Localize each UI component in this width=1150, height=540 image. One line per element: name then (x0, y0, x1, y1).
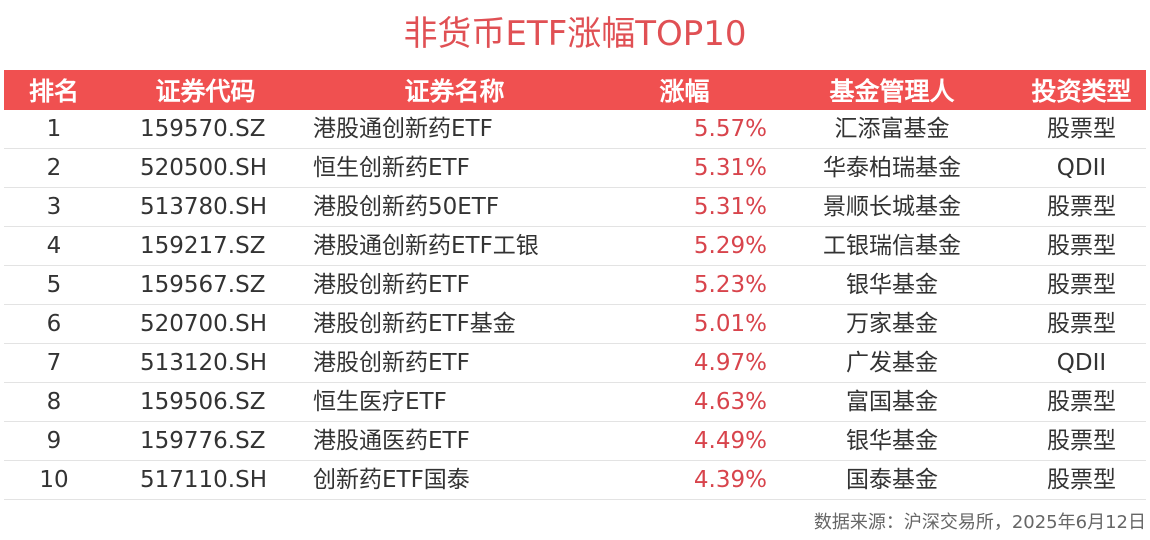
table-row: 1 159570.SZ 港股通创新药ETF 5.57% 汇添富基金 股票型 (4, 110, 1146, 149)
cell-code: 517110.SH (104, 460, 307, 500)
cell-code: 513780.SH (104, 187, 307, 227)
cell-rank: 6 (4, 304, 104, 344)
header-name: 证券名称 (307, 70, 602, 110)
cell-code: 513120.SH (104, 343, 307, 383)
cell-code: 520700.SH (104, 304, 307, 344)
cell-rank: 5 (4, 265, 104, 305)
cell-code: 159570.SZ (104, 110, 307, 149)
cell-rank: 10 (4, 460, 104, 500)
cell-manager: 国泰基金 (767, 460, 1017, 500)
cell-type: 股票型 (1017, 421, 1146, 461)
cell-manager: 万家基金 (767, 304, 1017, 344)
table-row: 9 159776.SZ 港股通医药ETF 4.49% 银华基金 股票型 (4, 421, 1146, 461)
cell-change: 4.49% (602, 421, 767, 461)
cell-rank: 7 (4, 343, 104, 383)
cell-rank: 9 (4, 421, 104, 461)
cell-manager: 华泰柏瑞基金 (767, 148, 1017, 188)
cell-type: 股票型 (1017, 460, 1146, 500)
cell-type: 股票型 (1017, 110, 1146, 149)
cell-type: QDII (1017, 343, 1146, 383)
cell-rank: 1 (4, 110, 104, 149)
cell-manager: 汇添富基金 (767, 110, 1017, 149)
cell-name: 港股通创新药ETF工银 (307, 226, 602, 266)
cell-change: 4.63% (602, 382, 767, 422)
table-body: 1 159570.SZ 港股通创新药ETF 5.57% 汇添富基金 股票型 2 520500.… (4, 110, 1146, 500)
table-row: 3 513780.SH 港股创新药50ETF 5.31% 景顺长城基金 股票型 (4, 187, 1146, 227)
cell-change: 5.31% (602, 148, 767, 188)
cell-name: 恒生创新药ETF (307, 148, 602, 188)
cell-manager: 银华基金 (767, 421, 1017, 461)
source-note: 数据来源：沪深交易所，2025年6月12日 (813, 512, 1146, 533)
header-change: 涨幅 (602, 70, 767, 110)
cell-name: 港股创新药ETF (307, 343, 602, 383)
cell-type: 股票型 (1017, 304, 1146, 344)
table-row: 6 520700.SH 港股创新药ETF基金 5.01% 万家基金 股票型 (4, 304, 1146, 344)
cell-type: 股票型 (1017, 187, 1146, 227)
cell-name: 创新药ETF国泰 (307, 460, 602, 500)
cell-change: 4.97% (602, 343, 767, 383)
cell-change: 5.23% (602, 265, 767, 305)
table-row: 7 513120.SH 港股创新药ETF 4.97% 广发基金 QDII (4, 343, 1146, 383)
cell-rank: 8 (4, 382, 104, 422)
cell-code: 159506.SZ (104, 382, 307, 422)
cell-change: 5.01% (602, 304, 767, 344)
table-row: 5 159567.SZ 港股创新药ETF 5.23% 银华基金 股票型 (4, 265, 1146, 305)
cell-code: 159217.SZ (104, 226, 307, 266)
cell-name: 港股通创新药ETF (307, 110, 602, 149)
table-row: 10 517110.SH 创新药ETF国泰 4.39% 国泰基金 股票型 (4, 460, 1146, 500)
cell-code: 159567.SZ (104, 265, 307, 305)
cell-rank: 4 (4, 226, 104, 266)
table-row: 8 159506.SZ 恒生医疗ETF 4.63% 富国基金 股票型 (4, 382, 1146, 422)
cell-change: 5.31% (602, 187, 767, 227)
cell-manager: 银华基金 (767, 265, 1017, 305)
header-type: 投资类型 (1017, 70, 1146, 110)
chart-title: 非货币ETF涨幅TOP10 (403, 14, 747, 54)
header-rank: 排名 (4, 70, 104, 110)
cell-manager: 工银瑞信基金 (767, 226, 1017, 266)
cell-name: 港股创新药ETF (307, 265, 602, 305)
cell-change: 5.29% (602, 226, 767, 266)
header-manager: 基金管理人 (767, 70, 1017, 110)
cell-rank: 3 (4, 187, 104, 227)
cell-name: 港股创新药ETF基金 (307, 304, 602, 344)
cell-type: QDII (1017, 148, 1146, 188)
cell-type: 股票型 (1017, 226, 1146, 266)
table-row: 4 159217.SZ 港股通创新药ETF工银 5.29% 工银瑞信基金 股票型 (4, 226, 1146, 266)
cell-change: 4.39% (602, 460, 767, 500)
cell-type: 股票型 (1017, 265, 1146, 305)
cell-name: 港股创新药50ETF (307, 187, 602, 227)
table-row: 2 520500.SH 恒生创新药ETF 5.31% 华泰柏瑞基金 QDII (4, 148, 1146, 188)
header-code: 证券代码 (104, 70, 307, 110)
table-header-row: 排名 证券代码 证券名称 涨幅 基金管理人 投资类型 (4, 70, 1146, 110)
etf-table: 排名 证券代码 证券名称 涨幅 基金管理人 投资类型 1 159570.SZ 港股通… (4, 70, 1146, 500)
cell-type: 股票型 (1017, 382, 1146, 422)
cell-code: 520500.SH (104, 148, 307, 188)
cell-name: 港股通医药ETF (307, 421, 602, 461)
cell-rank: 2 (4, 148, 104, 188)
cell-manager: 景顺长城基金 (767, 187, 1017, 227)
cell-change: 5.57% (602, 110, 767, 149)
cell-name: 恒生医疗ETF (307, 382, 602, 422)
cell-manager: 广发基金 (767, 343, 1017, 383)
cell-code: 159776.SZ (104, 421, 307, 461)
cell-manager: 富国基金 (767, 382, 1017, 422)
